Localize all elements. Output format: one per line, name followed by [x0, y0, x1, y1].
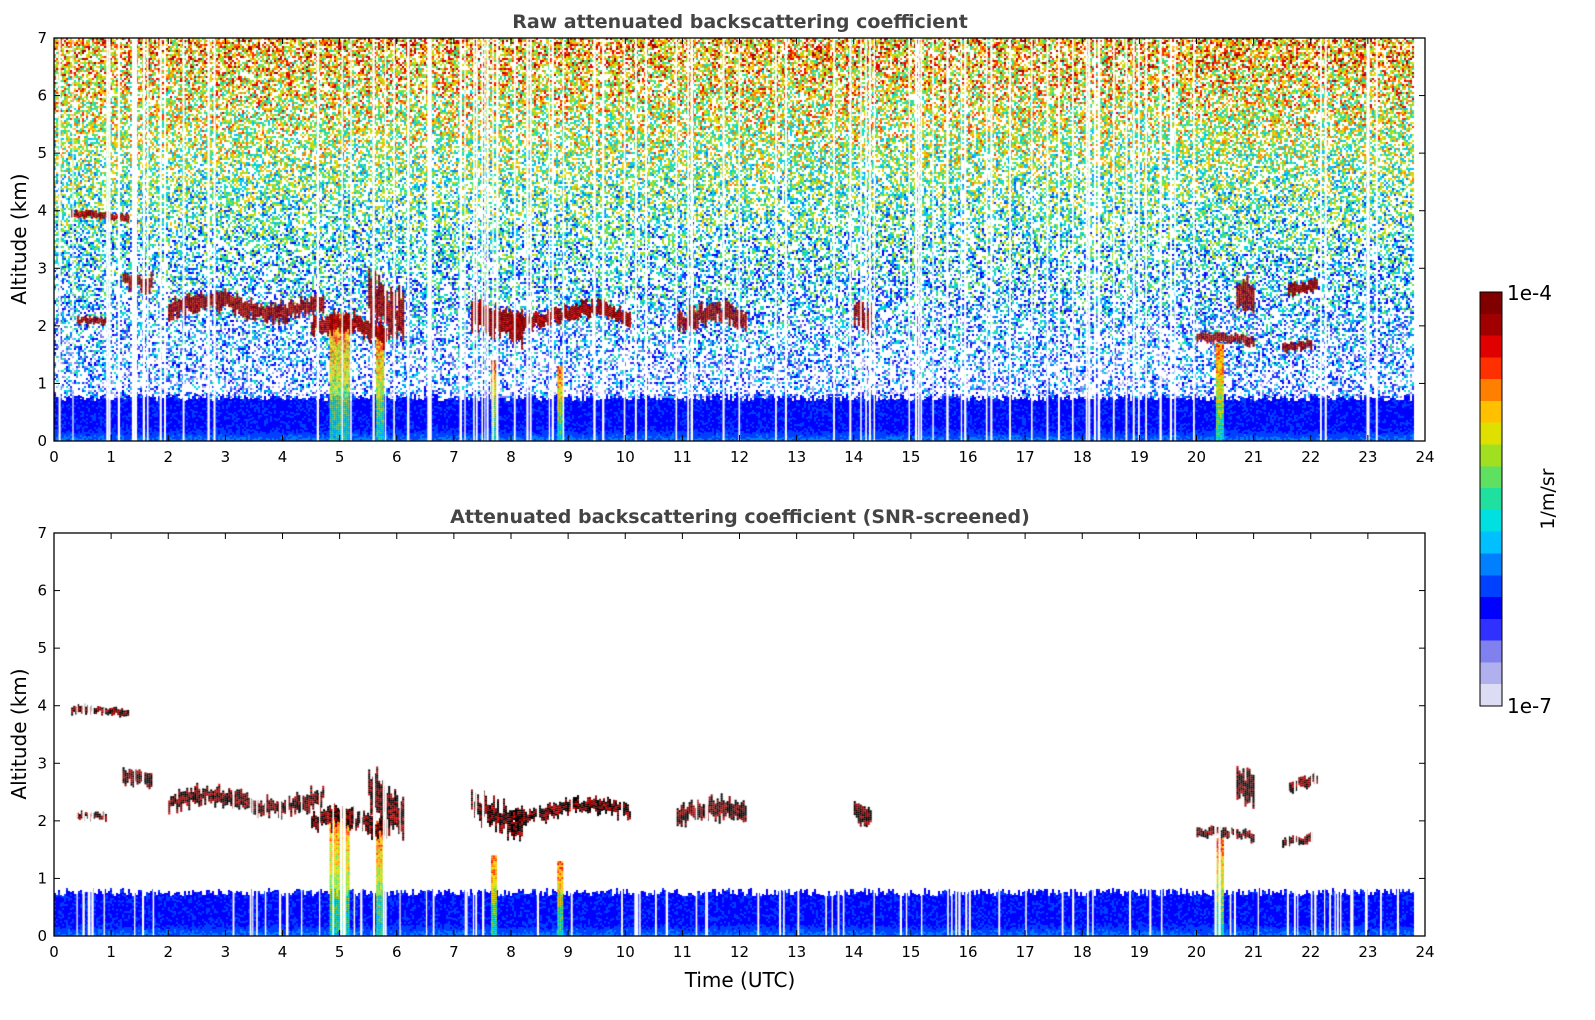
x-tick-label: 10	[616, 943, 635, 961]
x-tick-label: 5	[335, 448, 345, 466]
panel-raw-heatmap	[54, 38, 1425, 441]
x-tick-label: 9	[563, 448, 573, 466]
x-tick-label: 5	[335, 943, 345, 961]
panel-screened-xlabel: Time (UTC)	[684, 968, 796, 992]
x-tick-label: 18	[1073, 943, 1092, 961]
x-tick-label: 13	[787, 448, 806, 466]
panel-screened-ylabel: Altitude (km)	[7, 668, 31, 799]
x-tick-label: 23	[1358, 943, 1377, 961]
y-tick-label: 1	[37, 869, 47, 887]
y-tick-label: 3	[37, 754, 47, 772]
y-tick-label: 3	[37, 259, 47, 277]
x-tick-label: 15	[901, 448, 920, 466]
x-tick-label: 17	[1016, 943, 1035, 961]
x-tick-label: 3	[221, 448, 231, 466]
y-tick-label: 0	[37, 432, 47, 450]
y-tick-label: 4	[37, 697, 47, 715]
x-tick-label: 4	[278, 943, 288, 961]
y-tick-label: 6	[37, 582, 47, 600]
x-tick-label: 22	[1301, 448, 1320, 466]
x-tick-label: 22	[1301, 943, 1320, 961]
x-tick-label: 16	[958, 448, 977, 466]
y-tick-label: 1	[37, 374, 47, 392]
colorbar-max-label: 1e-4	[1507, 281, 1552, 305]
heatmap-image	[54, 533, 1425, 936]
panel-raw-ylabel: Altitude (km)	[7, 173, 31, 304]
x-tick-label: 16	[958, 943, 977, 961]
y-tick-label: 5	[37, 144, 47, 162]
panel-screened-heatmap	[54, 533, 1425, 936]
panel-screened-ticks: 0 1 2 3 4 5 6 7 8 9 10 11 12 13 14 15 16 17 18 19 20 21 22 23 24…	[37, 524, 1434, 961]
x-tick-label: 7	[449, 448, 459, 466]
x-tick-label: 6	[392, 943, 402, 961]
x-tick-label: 10	[616, 448, 635, 466]
colorbar-min-label: 1e-7	[1507, 694, 1552, 718]
x-tick-label: 24	[1415, 943, 1434, 961]
x-tick-label: 3	[221, 943, 231, 961]
panel-screened-title: Attenuated backscattering coefficient (S…	[450, 506, 1030, 528]
colorbar: 1e-4 1e-7 1/m/sr	[1479, 281, 1559, 718]
y-tick-label: 5	[37, 639, 47, 657]
y-tick-label: 6	[37, 87, 47, 105]
x-tick-label: 2	[163, 448, 173, 466]
x-tick-label: 9	[563, 943, 573, 961]
x-tick-label: 20	[1187, 448, 1206, 466]
x-tick-label: 12	[730, 943, 749, 961]
x-tick-label: 11	[673, 943, 692, 961]
x-tick-label: 0	[49, 943, 59, 961]
x-tick-label: 14	[844, 448, 863, 466]
x-tick-label: 13	[787, 943, 806, 961]
x-tick-label: 7	[449, 943, 459, 961]
panel-raw-ticks: 0 1 2 3 4 5 6 7 8 9 10 11 12 13 14 15 16 17 18 19 20 21 22 23 24…	[37, 29, 1434, 466]
heatmap-image	[54, 38, 1425, 441]
panel-raw-title: Raw attenuated backscattering coefficien…	[512, 11, 968, 33]
x-tick-label: 24	[1415, 448, 1434, 466]
x-tick-label: 1	[106, 448, 116, 466]
colorbar-gradient	[1479, 291, 1503, 707]
y-tick-label: 0	[37, 927, 47, 945]
x-tick-label: 8	[506, 448, 516, 466]
y-tick-label: 2	[37, 317, 47, 335]
panel-screened: Attenuated backscattering coefficient (S…	[7, 506, 1435, 992]
x-tick-label: 0	[49, 448, 59, 466]
x-tick-label: 17	[1016, 448, 1035, 466]
x-tick-label: 14	[844, 943, 863, 961]
x-tick-label: 18	[1073, 448, 1092, 466]
x-tick-label: 8	[506, 943, 516, 961]
x-tick-label: 2	[163, 943, 173, 961]
x-tick-label: 6	[392, 448, 402, 466]
x-tick-label: 1	[106, 943, 116, 961]
x-tick-label: 19	[1130, 448, 1149, 466]
x-tick-label: 23	[1358, 448, 1377, 466]
x-tick-label: 12	[730, 448, 749, 466]
x-tick-label: 20	[1187, 943, 1206, 961]
x-tick-label: 4	[278, 448, 288, 466]
y-tick-label: 2	[37, 812, 47, 830]
y-tick-label: 7	[37, 29, 47, 47]
x-tick-label: 11	[673, 448, 692, 466]
x-tick-label: 19	[1130, 943, 1149, 961]
y-tick-label: 7	[37, 524, 47, 542]
x-tick-label: 15	[901, 943, 920, 961]
x-tick-label: 21	[1244, 448, 1263, 466]
colorbar-unit-label: 1/m/sr	[1537, 468, 1559, 529]
y-tick-label: 4	[37, 202, 47, 220]
panel-raw: Raw attenuated backscattering coefficien…	[7, 11, 1435, 466]
x-tick-label: 21	[1244, 943, 1263, 961]
